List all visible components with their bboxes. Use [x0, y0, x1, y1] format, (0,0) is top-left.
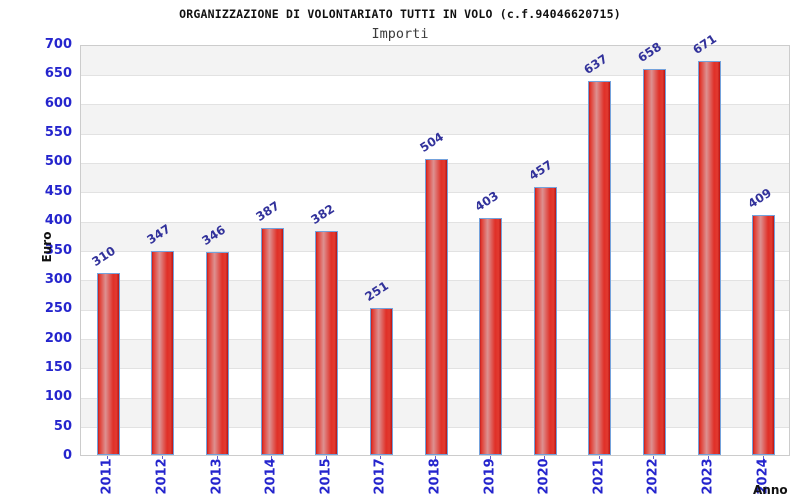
y-tick-label: 350: [44, 242, 72, 258]
bar: [206, 251, 230, 455]
bar: [96, 273, 120, 455]
bar: [369, 307, 393, 455]
x-tick-label: 2021: [591, 458, 607, 495]
y-tick-label: 400: [44, 213, 72, 229]
bar: [315, 230, 339, 455]
y-tick-label: 50: [53, 418, 72, 434]
bar-value-label: 251: [362, 278, 392, 304]
bar: [697, 61, 721, 455]
x-tick-label: 2023: [700, 458, 716, 495]
gridline: [81, 74, 789, 76]
y-tick-label: 200: [44, 330, 72, 346]
x-tick-mark: [380, 456, 382, 459]
x-tick-label: 2017: [372, 458, 388, 495]
x-tick-label: 2014: [263, 458, 279, 495]
bar-value-label: 457: [526, 157, 556, 183]
x-tick-mark: [598, 456, 600, 459]
y-tick-label: 450: [44, 183, 72, 199]
y-tick-label: 150: [44, 359, 72, 375]
y-tick-label: 550: [44, 125, 72, 141]
gridline: [81, 133, 789, 135]
bar-value-label: 387: [253, 198, 283, 224]
x-tick-label: 2022: [645, 458, 661, 495]
x-tick-label: 2012: [154, 458, 170, 495]
y-tick-label: 300: [44, 271, 72, 287]
bar: [151, 251, 175, 455]
x-tick-label: 2011: [99, 458, 115, 495]
x-tick-mark: [435, 456, 436, 459]
bar-value-label: 658: [635, 39, 665, 65]
x-tick-label: 2013: [209, 458, 225, 495]
x-tick-mark: [161, 456, 163, 459]
y-tick-label: 700: [44, 37, 72, 52]
chart-title: ORGANIZZAZIONE DI VOLONTARIATO TUTTI IN …: [179, 7, 621, 21]
x-tick-mark: [489, 456, 491, 459]
y-tick-label: 500: [44, 154, 72, 170]
y-tick-label: 600: [44, 95, 72, 111]
bar-value-label: 637: [581, 51, 610, 77]
x-tick-mark: [325, 456, 327, 459]
x-tick-mark: [544, 456, 546, 459]
y-axis-title: Euro: [40, 231, 54, 263]
gridline: [81, 104, 789, 106]
chart-subtitle: Importi: [371, 26, 429, 42]
x-tick-mark: [708, 456, 710, 459]
x-tick-mark: [107, 456, 109, 459]
x-tick-label: 2019: [482, 458, 498, 495]
bar: [260, 227, 284, 455]
bar: [588, 81, 612, 455]
y-tick-label: 0: [62, 448, 72, 463]
x-tick-mark: [271, 456, 273, 459]
x-tick-mark: [216, 456, 218, 459]
bar: [752, 214, 776, 455]
x-axis-title: Anno: [753, 483, 788, 497]
x-tick-label: 2018: [427, 458, 443, 495]
bar-value-label: 347: [144, 221, 173, 248]
x-tick-label: 2020: [536, 458, 552, 495]
y-tick-label: 650: [44, 66, 72, 82]
bar-value-label: 382: [308, 201, 337, 227]
bar: [479, 218, 503, 455]
y-tick-label: 250: [44, 301, 72, 317]
bar: [424, 159, 448, 455]
bar: [642, 68, 666, 455]
y-tick-label: 100: [44, 389, 72, 405]
x-tick-mark: [653, 456, 655, 459]
bar-value-label: 346: [198, 222, 228, 248]
bar: [533, 186, 557, 455]
plot-area: 310 347 346 387 382 251 504 403 457 637 658 671 409: [80, 32, 790, 456]
x-tick-mark: [762, 456, 764, 459]
bar-value-label: 409: [745, 185, 774, 211]
bar-value-label: 310: [89, 243, 119, 269]
x-tick-label: 2015: [318, 458, 334, 495]
